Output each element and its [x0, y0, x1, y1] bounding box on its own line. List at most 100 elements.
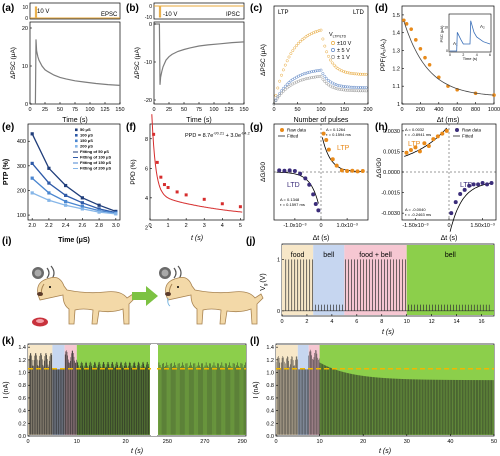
ppf-point-d [423, 55, 427, 60]
x-axis-d-tick-label: 800 [471, 107, 480, 113]
y-axis-b-tick-label: -10 [144, 60, 152, 66]
x-axis-g-tick-label: 0 [319, 223, 322, 229]
formula-f-exp1: -t/0.21 [213, 132, 224, 136]
data-point-c-1 [323, 74, 327, 78]
x-axis-l-tick-label: 20 [360, 439, 366, 445]
corner-ltd-c: LTD [353, 10, 365, 16]
ppf-fit-d [403, 20, 495, 96]
data-point-c-1 [345, 85, 349, 89]
data-point-c-2 [313, 75, 317, 79]
ppd-point-f [162, 183, 166, 187]
x-axis-e-tick-label: 2.6 [79, 223, 87, 229]
legend-marker-e [75, 128, 78, 132]
plot-frame-e [27, 123, 121, 221]
data-point-c-1 [321, 72, 325, 76]
ppf-point-d [418, 46, 423, 51]
panel-label-a: (a) [2, 3, 14, 14]
legend-b: IPSC [226, 12, 241, 18]
ltd-point-h [480, 180, 485, 185]
legend-label-e: 100 μS [80, 133, 93, 138]
phase-label-j: food [291, 252, 305, 259]
x-axis-j-tick-label: 16 [478, 319, 484, 325]
ltp-point-h [435, 134, 440, 139]
data-point-c-2 [353, 89, 357, 93]
y-axis-b-tick-label: 0 [149, 22, 152, 28]
data-point-c-1 [338, 84, 342, 88]
panel-label-h: (h) [375, 122, 388, 133]
data-point-c-0 [349, 71, 353, 75]
y-axis-d-tick-label: 1.4 [392, 31, 400, 37]
ylabel-k: I (nA) [3, 381, 10, 398]
data-point-c-2 [323, 80, 327, 83]
x-axis-l-tick-label: 40 [447, 439, 453, 445]
inset-label-a2: A₂ [480, 24, 485, 29]
data-point-c-2 [342, 88, 346, 92]
x-axis-h-tick-label: -1.50x10⁻³ [402, 223, 428, 229]
data-point-c-0 [287, 55, 291, 59]
x-axis-b-tick-label: 150 [239, 107, 248, 113]
ltp-label-h: LTP [408, 141, 421, 148]
inset-tick-label-d: 4 [476, 53, 478, 57]
data-point-c-1 [336, 83, 340, 87]
ylabel-d: PPF(A₂/A₁) [380, 39, 387, 71]
ptp-point-e-0 [97, 203, 101, 207]
bell-icon [159, 265, 182, 281]
arrow-icon [132, 286, 158, 306]
data-point-c-1 [306, 71, 310, 75]
ptp-point-e-3 [114, 212, 118, 216]
ppf-point-d [402, 18, 406, 23]
data-point-c-0 [343, 70, 347, 74]
data-point-c-2 [278, 94, 282, 97]
ann-ltp-h-t: τ = -0.8941 ms [405, 132, 431, 137]
x-axis-j-tick-label: 8 [380, 319, 383, 325]
data-point-c-2 [306, 76, 310, 80]
xlabel-h: Δt (s) [441, 235, 458, 242]
data-point-c-1 [287, 81, 291, 84]
ltp-point-g [334, 163, 339, 168]
y-axis-e-tick-label: 400 [17, 139, 26, 145]
ppf-point-d [404, 22, 409, 26]
panel-label-j: (j) [246, 236, 255, 247]
phase-bg-j [406, 245, 494, 315]
ltd-point-g [307, 182, 312, 187]
pulse-tick-label-a: 0 [25, 16, 28, 22]
ptp-point-e-2 [80, 204, 84, 209]
data-point-c-2 [334, 87, 338, 90]
ltd-label-g: LTD [287, 182, 300, 189]
data-point-c-0 [334, 65, 338, 69]
annotation-ltd-h: A = -0.0040 τ = -0.2463 ms [405, 207, 431, 217]
formula-f-mid: + 3.0e [224, 133, 241, 139]
data-point-c-0 [353, 72, 357, 76]
data-point-c-1 [283, 84, 287, 88]
data-point-c-2 [298, 79, 302, 82]
ylabel-l: I (nA) [253, 381, 260, 398]
x-axis-b-tick-label: 25 [166, 107, 172, 113]
xlabel-g: Δt (s) [313, 235, 330, 242]
phase-bg-k [158, 345, 246, 435]
data-point-c-2 [274, 99, 278, 103]
data-point-c-0 [302, 36, 306, 40]
data-point-c-0 [328, 58, 332, 62]
data-point-c-1 [319, 68, 323, 72]
epsc-trace-a [30, 39, 121, 105]
x-axis-k-tick-label: 0 [26, 439, 29, 445]
y-axis-h-tick-label: -0.0030 [381, 211, 400, 217]
y-axis-d-tick-label: 1.5 [392, 13, 400, 19]
data-point-c-1 [313, 69, 317, 73]
plot-frame-d [401, 5, 495, 105]
data-point-c-2 [280, 91, 283, 95]
y-axis-e-tick-label: 300 [17, 164, 26, 170]
phase-label-j: bell [445, 252, 456, 259]
panel-a-chart: 10 V EPSC ΔPSC (μA) Time (s) [10, 2, 121, 124]
panel-f-chart: PPD = 8.7e-t/0.21 + 3.0e-t/4.2 PPD (%) t… [130, 123, 250, 242]
ltd-point-g [316, 208, 321, 213]
data-point-c-2 [355, 89, 359, 93]
legend-raw-h: Raw data [462, 128, 482, 133]
ppd-point-f [155, 160, 159, 164]
phase-label-j: food + bell [359, 252, 392, 259]
legend-label-e: Fitting of 100 μS [80, 155, 111, 160]
data-point-c-2 [360, 89, 364, 93]
ltp-point-g [321, 131, 326, 136]
y-axis-l-tick-label: 1.4 [266, 345, 274, 351]
